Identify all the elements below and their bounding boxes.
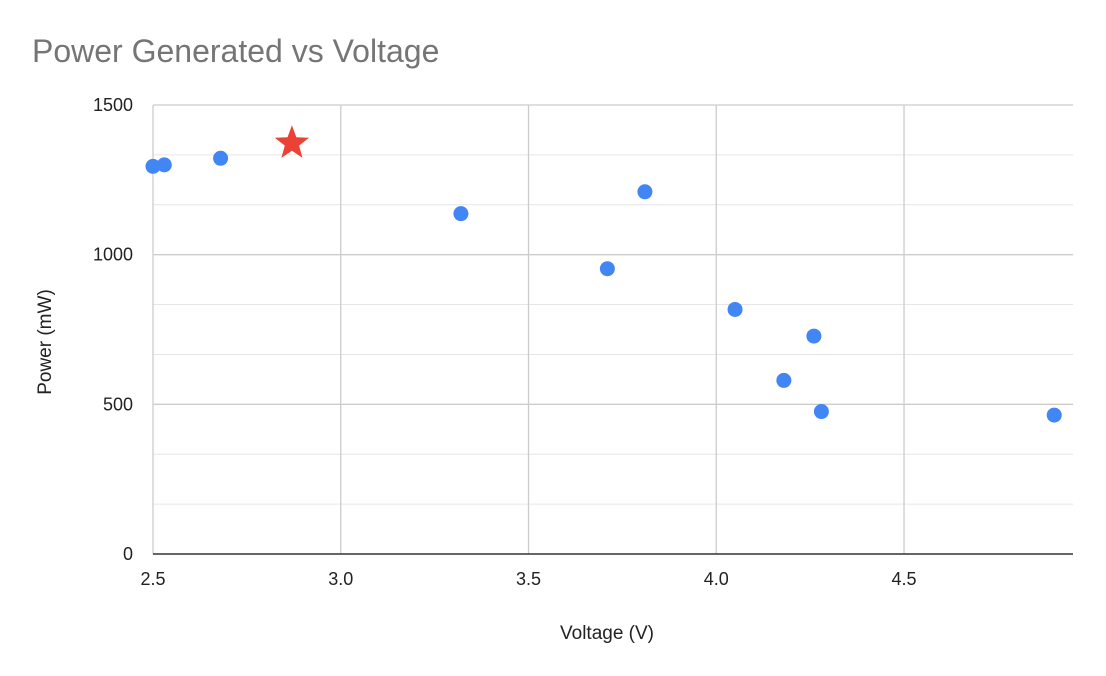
x-tick-label: 3.5 <box>516 569 541 589</box>
data-point <box>776 372 792 388</box>
chart-title: Power Generated vs Voltage <box>32 33 439 69</box>
gridlines <box>152 104 1073 555</box>
data-point <box>156 157 172 173</box>
y-tick-label: 1000 <box>93 245 133 265</box>
data-point <box>637 184 653 200</box>
data-point <box>813 404 829 420</box>
x-tick-label: 3.0 <box>328 569 353 589</box>
y-tick-label: 500 <box>103 394 133 414</box>
x-tick-label: 4.0 <box>704 569 729 589</box>
y-axis-label: Power (mW) <box>35 289 56 395</box>
data-point <box>453 206 469 222</box>
x-tick-label: 4.5 <box>892 569 917 589</box>
data-point <box>213 150 229 166</box>
y-tick-label: 0 <box>123 544 133 564</box>
data-point <box>145 158 161 174</box>
y-tick-label: 1500 <box>93 95 133 115</box>
data-point-star <box>274 125 310 158</box>
tick-labels: 0 500 1000 1500 2.5 3.0 3.5 4.0 4.5 <box>93 95 917 589</box>
data-point <box>806 328 822 344</box>
data-point <box>599 261 615 277</box>
data-point <box>727 301 743 317</box>
data-point <box>1046 407 1062 423</box>
x-axis-label: Voltage (V) <box>560 623 654 644</box>
data-points <box>145 125 1062 423</box>
x-tick-label: 2.5 <box>140 569 165 589</box>
